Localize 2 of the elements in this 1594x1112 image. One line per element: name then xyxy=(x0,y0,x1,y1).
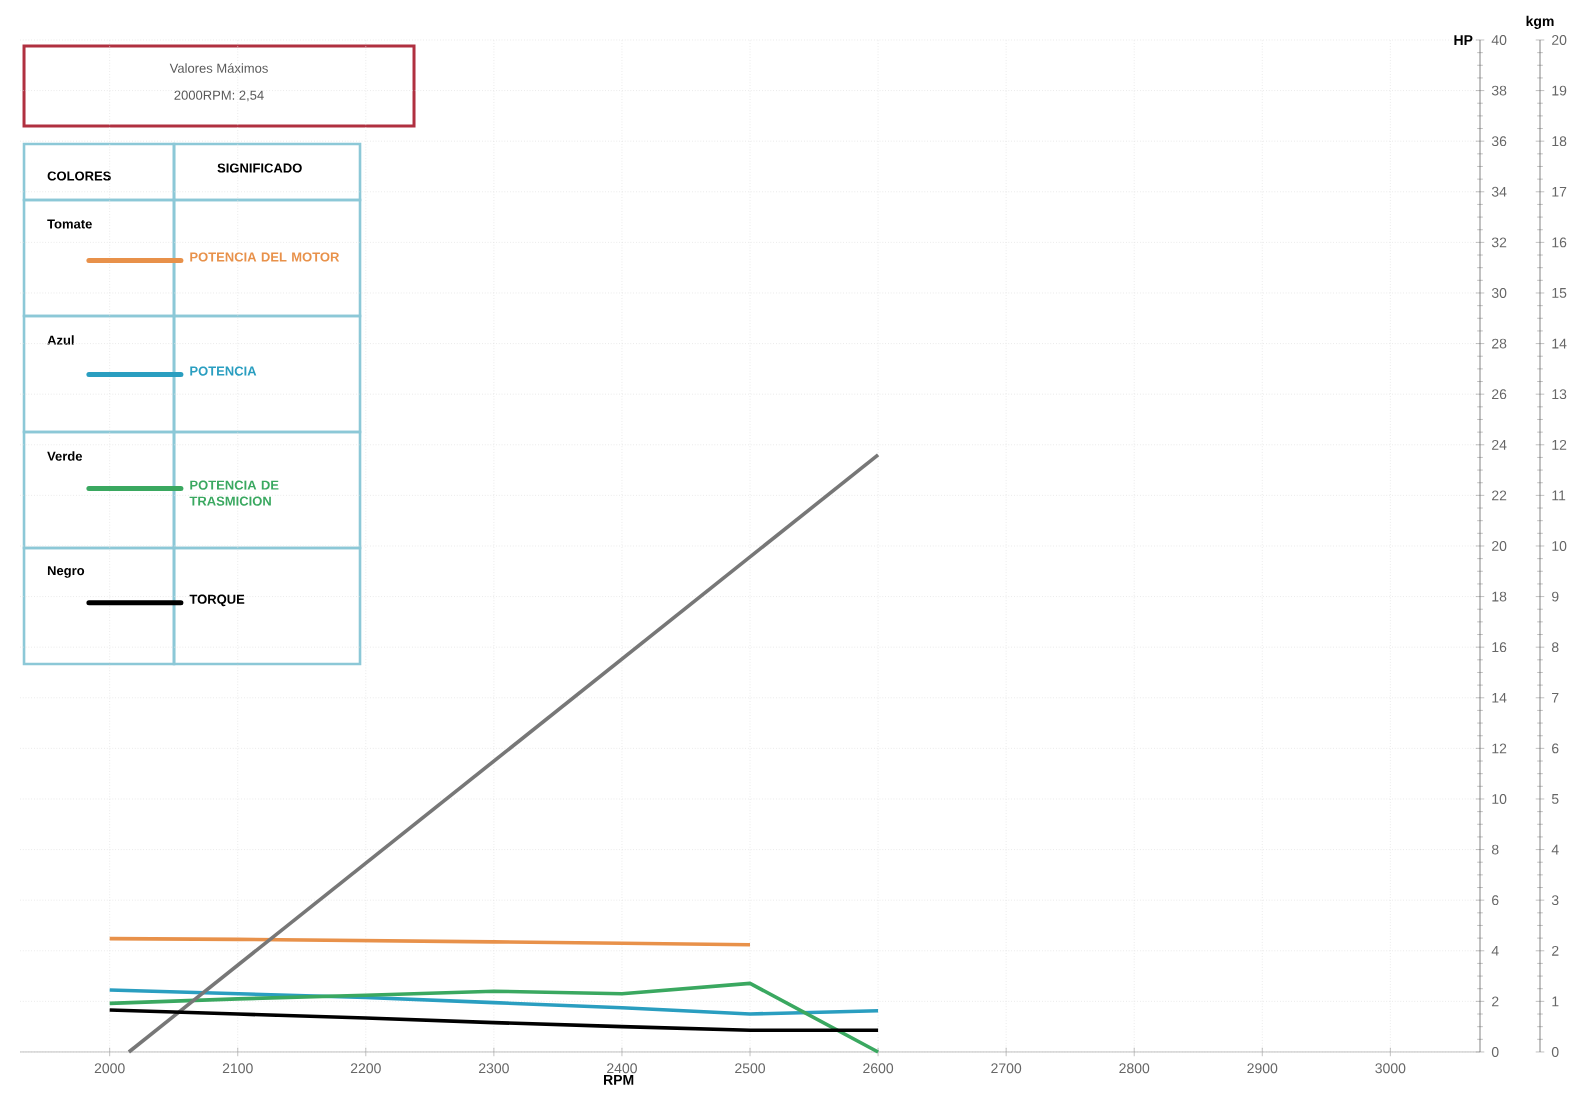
line-series xyxy=(107,1008,880,1033)
line-series xyxy=(107,981,880,1054)
